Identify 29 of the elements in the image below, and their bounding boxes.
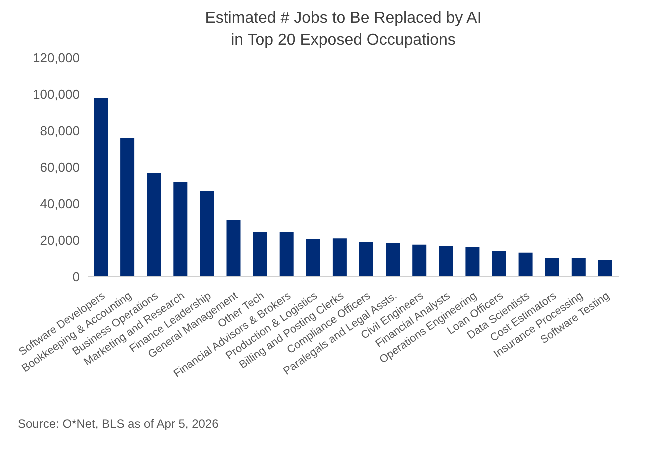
bar [280, 232, 294, 277]
bar [120, 138, 135, 277]
bar [94, 98, 108, 277]
bar [466, 247, 480, 277]
bar [545, 258, 560, 277]
bar [572, 258, 586, 277]
bar [598, 260, 612, 277]
bar [226, 220, 241, 277]
chart-title: Estimated # Jobs to Be Replaced by AI in Top 20 Exposed Occupations [204, 9, 483, 51]
bar [147, 172, 162, 277]
bar [253, 232, 268, 277]
y-tick-label: 120,000 [33, 50, 80, 66]
y-tick-label: 80,000 [40, 124, 80, 139]
y-tick-label: 60,000 [40, 160, 80, 176]
bar [306, 239, 320, 277]
bar [174, 182, 188, 277]
y-tick-label: 20,000 [40, 233, 80, 248]
bar [412, 244, 427, 277]
bar [200, 191, 214, 277]
bar [518, 252, 533, 277]
bar [492, 251, 506, 277]
y-tick-label: 0 [72, 270, 80, 285]
bar [332, 238, 347, 277]
bar [386, 243, 400, 277]
y-tick-label: 100,000 [33, 87, 80, 102]
y-tick-label: 40,000 [40, 196, 80, 212]
source-note: Source: O*Net, BLS as of Apr 5, 2026 [18, 417, 220, 431]
bar [360, 242, 374, 277]
bar [439, 246, 454, 277]
